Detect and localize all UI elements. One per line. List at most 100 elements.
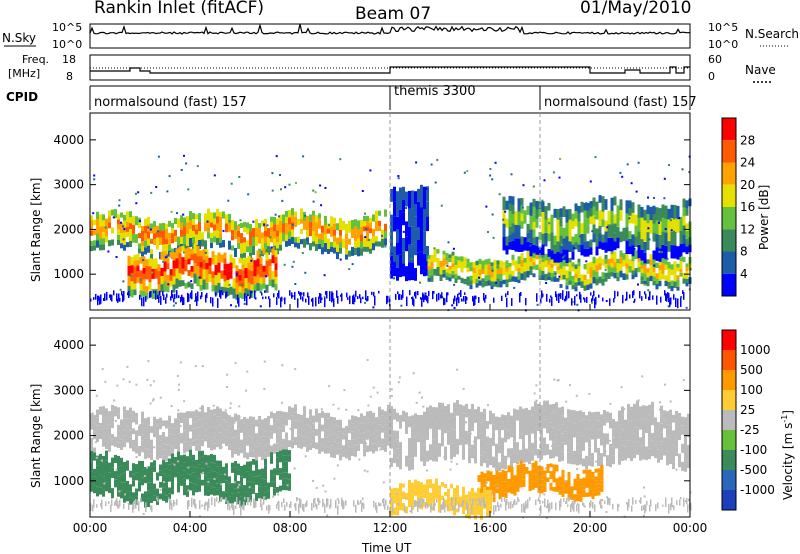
data-cell: [447, 431, 450, 445]
data-cell: [244, 288, 248, 299]
data-cell: [174, 229, 177, 236]
data-cell: [147, 466, 150, 475]
data-cell: [208, 273, 212, 282]
data-cell: [433, 268, 437, 276]
freq-label: Freq.: [22, 53, 49, 66]
data-cell: [384, 231, 387, 239]
data-cell: [444, 499, 447, 504]
near-range-cell: [461, 298, 463, 302]
near-range-cell: [278, 290, 280, 299]
data-cell: [199, 250, 203, 257]
noise-cell: [676, 423, 679, 426]
data-cell: [375, 430, 378, 438]
data-cell: [172, 252, 176, 261]
data-cell: [285, 432, 288, 440]
data-cell: [420, 438, 423, 446]
data-cell: [427, 270, 431, 275]
data-cell: [462, 452, 465, 460]
near-range-cell: [625, 298, 627, 301]
data-cell: [664, 232, 668, 246]
data-cell: [630, 406, 633, 421]
data-cell: [168, 421, 171, 428]
noise-cell: [173, 463, 176, 466]
data-cell: [516, 478, 520, 485]
data-cell: [267, 228, 270, 238]
data-cell: [516, 409, 519, 421]
data-cell: [111, 467, 114, 478]
data-cell: [175, 278, 179, 289]
data-cell: [193, 253, 197, 264]
near-range-cell: [221, 496, 223, 501]
data-cell: [432, 450, 435, 462]
data-cell: [366, 411, 369, 419]
data-cell: [165, 482, 168, 489]
near-range-cell: [314, 498, 316, 503]
data-cell: [105, 218, 108, 225]
data-cell: [378, 406, 381, 413]
noise-cell: [390, 394, 393, 397]
data-cell: [108, 210, 111, 217]
data-cell: [201, 425, 204, 433]
near-range-cell: [594, 504, 596, 512]
data-cell: [265, 284, 269, 293]
data-cell: [466, 281, 470, 286]
data-cell: [189, 482, 192, 491]
near-range-cell: [645, 293, 647, 299]
data-cell: [475, 274, 479, 279]
noise-cell: [685, 306, 688, 309]
data-cell: [598, 233, 602, 242]
data-cell: [441, 424, 444, 436]
data-cell: [507, 448, 510, 458]
data-cell: [462, 444, 465, 452]
data-cell: [177, 412, 180, 420]
data-cell: [225, 214, 228, 224]
data-cell: [162, 443, 165, 450]
data-cell: [151, 268, 155, 279]
data-cell: [213, 487, 216, 496]
noise-cell: [666, 257, 669, 260]
noise-cell: [164, 256, 167, 259]
noise-cell: [463, 171, 466, 174]
near-range-cell: [357, 296, 359, 300]
data-cell: [363, 226, 366, 232]
noise-cell: [201, 504, 204, 507]
data-cell: [225, 486, 228, 493]
data-cell: [622, 253, 626, 260]
near-range-cell: [286, 501, 288, 507]
data-cell: [556, 270, 560, 275]
near-range-cell: [297, 497, 299, 501]
data-cell: [234, 230, 237, 240]
data-cell: [583, 274, 587, 281]
data-cell: [231, 245, 234, 251]
colorbar-cell: [722, 184, 736, 207]
data-cell: [183, 447, 186, 454]
data-cell: [595, 271, 599, 279]
data-cell: [108, 482, 111, 494]
data-cell: [315, 408, 318, 416]
data-cell: [492, 456, 495, 468]
data-cell: [246, 228, 249, 235]
data-cell: [669, 456, 672, 464]
data-cell: [508, 241, 512, 250]
near-range-cell: [428, 290, 430, 297]
noise-cell: [543, 400, 546, 403]
data-cell: [523, 210, 527, 224]
data-cell: [264, 472, 267, 480]
data-cell: [468, 424, 471, 433]
data-cell: [141, 246, 144, 252]
data-cell: [129, 223, 132, 230]
data-cell: [241, 264, 245, 271]
near-range-cell: [300, 292, 302, 300]
data-cell: [258, 223, 261, 229]
data-cell: [442, 258, 446, 263]
noise-cell: [594, 156, 597, 159]
data-cell: [414, 204, 417, 217]
data-cell: [93, 240, 96, 246]
data-cell: [141, 469, 144, 478]
data-cell: [312, 415, 315, 424]
data-cell: [583, 210, 587, 219]
data-cell: [270, 445, 273, 453]
data-cell: [558, 407, 561, 419]
data-cell: [198, 478, 201, 486]
noise-cell: [593, 423, 596, 426]
